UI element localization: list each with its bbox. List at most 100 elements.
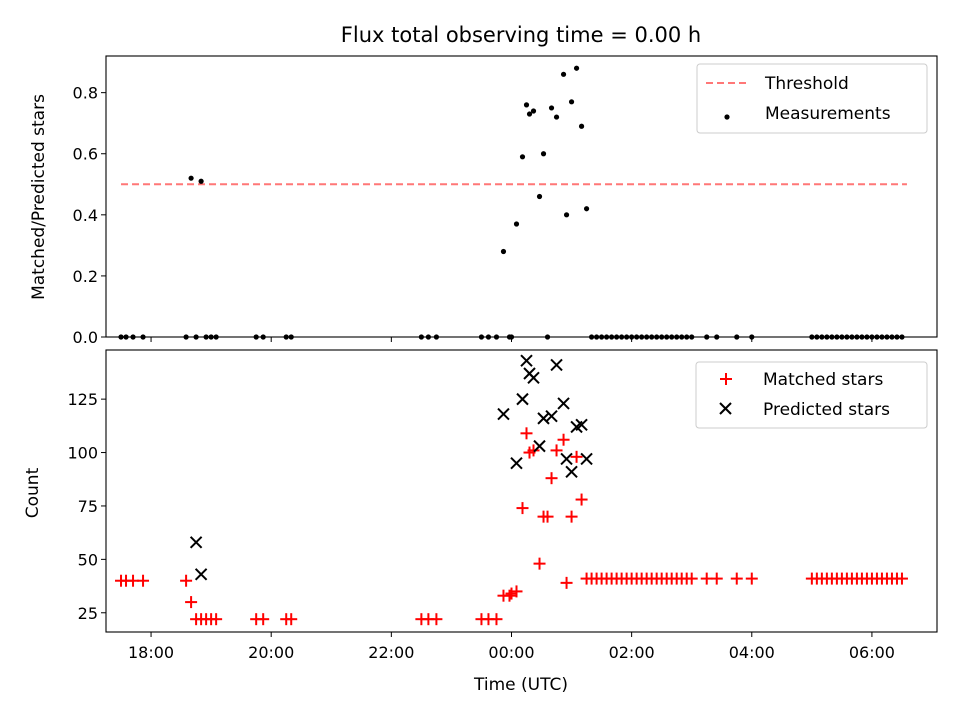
matched-star-point	[565, 510, 578, 523]
matched-star-point	[895, 572, 908, 585]
top-y-axis-ticks: 0.0 0.2 0.4 0.6 0.8	[73, 84, 106, 347]
legend-predicted-swatch	[719, 402, 732, 415]
bottom-y-axis-ticks: 25 50 75 100 125	[67, 390, 106, 623]
bottom-y-axis-label: Count	[23, 467, 43, 518]
predicted-star-stroke	[557, 397, 570, 410]
predicted-star-stroke	[527, 371, 540, 384]
predicted-star-point	[565, 465, 578, 478]
matched-star-point	[541, 510, 554, 523]
top-y-tick-label: 0.8	[73, 84, 98, 103]
x-tick-label: 04:00	[729, 643, 775, 662]
matched-star-point	[257, 613, 270, 626]
matched-star-point	[137, 574, 150, 587]
matched-star-point	[127, 574, 140, 587]
matched-star-point	[700, 572, 713, 585]
x-tick-label: 20:00	[248, 643, 294, 662]
matched-star-point	[430, 613, 443, 626]
predicted-star-stroke	[497, 407, 510, 421]
bottom-y-tick-label: 50	[78, 550, 98, 569]
matched-star-point	[180, 574, 193, 587]
predicted-star-stroke	[545, 410, 558, 423]
predicted-star-stroke	[533, 439, 546, 453]
predicted-star-stroke	[550, 358, 563, 372]
x-axis-label: Time (UTC)	[473, 675, 568, 695]
measurement-point	[519, 154, 526, 160]
bottom-panel: 25 50 75 100 125 18:00 20:00 22:00 00:00 02:00 04…	[23, 349, 938, 695]
matched-star-point	[510, 585, 523, 598]
x-tick-label: 06:00	[849, 643, 895, 662]
matched-star-point	[685, 572, 698, 585]
measurement-point	[578, 123, 585, 129]
x-tick-label: 18:00	[128, 643, 174, 662]
legend-threshold-label: Threshold	[764, 74, 849, 94]
legend-matched-label: Matched stars	[763, 370, 883, 390]
matched-star-point	[533, 557, 546, 570]
chart-title: Flux total observing time = 0.00 h	[341, 23, 701, 47]
predicted-star-point	[557, 397, 570, 410]
measurement-point	[553, 114, 560, 120]
predicted-star-stroke	[516, 392, 529, 406]
top-legend: Threshold Measurements	[696, 63, 928, 134]
matched-star-point	[545, 472, 558, 485]
predicted-star-point	[527, 371, 540, 384]
measurement-point	[583, 206, 590, 212]
measurement-point	[530, 108, 537, 114]
predicted-star-stroke	[580, 452, 593, 466]
measurement-point	[548, 105, 555, 111]
measurement-point	[568, 99, 575, 105]
predicted-star-point	[520, 354, 533, 367]
predicted-star-point	[510, 457, 523, 470]
predicted-star-stroke	[537, 412, 550, 425]
top-x-axis-tick-marks	[150, 337, 873, 342]
bottom-x-axis-ticks: 18:00 20:00 22:00 00:00 02:00 04:00 06:00	[128, 632, 895, 662]
predicted-star-point	[550, 358, 563, 372]
bottom-y-tick-label: 125	[67, 390, 98, 409]
predicted-star-stroke	[194, 568, 208, 581]
predicted-star-point	[575, 418, 588, 431]
measurement-point	[560, 71, 567, 77]
measurement-point	[188, 175, 194, 181]
matched-star-point	[527, 444, 540, 457]
predicted-star-stroke	[560, 452, 573, 466]
measurement-point	[526, 111, 533, 117]
matched-star-point	[285, 613, 298, 626]
matched-star-point	[520, 427, 533, 440]
measurement-point	[198, 178, 204, 184]
matched-star-point	[710, 572, 723, 585]
top-y-axis-label: Matched/Predicted stars	[29, 94, 49, 300]
bottom-y-tick-label: 25	[78, 604, 98, 623]
bottom-y-tick-label: 100	[67, 444, 98, 463]
bottom-legend: Matched stars Predicted stars	[695, 361, 928, 429]
predicted-star-point	[516, 392, 529, 406]
legend-matched-swatch	[720, 373, 732, 385]
matched-star-point	[503, 589, 516, 602]
matched-star-point	[505, 587, 518, 600]
top-panel: 0.00.20.40.60.8 Matched/Predicted stars …	[29, 55, 938, 347]
top-y-tick-label: 0.2	[73, 267, 98, 286]
predicted-star-point	[537, 412, 550, 425]
top-plot-frame	[105, 55, 938, 338]
predicted-star-stroke	[565, 465, 578, 478]
matched-star-point	[560, 576, 573, 589]
top-y-tick-label: 0.6	[73, 145, 98, 164]
matched-star-point	[745, 572, 758, 585]
predicted-star-point	[194, 568, 208, 581]
legend-measurements-swatch	[724, 114, 730, 120]
predicted-star-stroke	[510, 457, 523, 470]
matched-star-point	[730, 572, 743, 585]
matched-star-point	[575, 493, 588, 506]
predicted-star-stroke	[189, 536, 203, 549]
predicted-star-point	[533, 439, 546, 453]
measurement-point	[573, 65, 580, 71]
measurement-point	[536, 193, 543, 200]
predicted-star-point	[545, 410, 558, 423]
measurement-point	[513, 221, 520, 227]
measurement-point	[523, 102, 530, 108]
legend-predicted-label: Predicted stars	[763, 400, 890, 420]
bottom-panel-marks	[115, 354, 908, 626]
matched-star-point	[550, 444, 563, 457]
matched-star-point	[185, 596, 198, 609]
matched-star-point	[210, 613, 223, 626]
matched-star-point	[570, 450, 583, 463]
